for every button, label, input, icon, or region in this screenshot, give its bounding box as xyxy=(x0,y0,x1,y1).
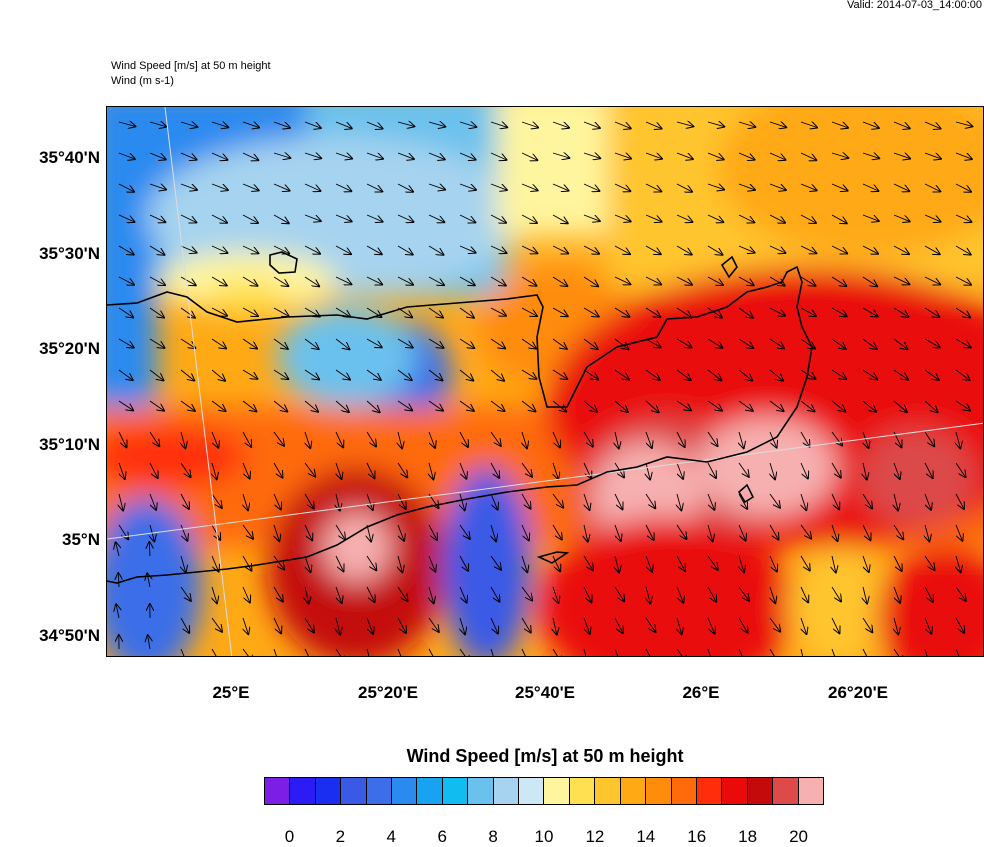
lon-label: 26°E xyxy=(641,683,761,703)
wind-map xyxy=(106,106,984,657)
lat-label: 35°40'N xyxy=(0,148,100,168)
lat-label: 35°10'N xyxy=(0,435,100,455)
colorbar-swatch xyxy=(290,778,315,804)
colorbar-swatch xyxy=(316,778,341,804)
colorbar-tick-label: 20 xyxy=(779,827,819,847)
valid-time: Valid: 2014-07-03_14:00:00 xyxy=(847,0,982,11)
colorbar-swatch xyxy=(392,778,417,804)
colorbar-title: Wind Speed [m/s] at 50 m height xyxy=(0,746,984,767)
colorbar-swatch xyxy=(468,778,493,804)
colorbar xyxy=(264,777,824,805)
colorbar-tick-label: 6 xyxy=(422,827,462,847)
colorbar-tick-label: 12 xyxy=(575,827,615,847)
colorbar-tick-label: 10 xyxy=(524,827,564,847)
colorbar-swatch xyxy=(544,778,569,804)
colorbar-swatch xyxy=(443,778,468,804)
colorbar-swatch xyxy=(646,778,671,804)
lat-label: 35°N xyxy=(0,530,100,550)
plot-subtitle: Wind (m s-1) xyxy=(111,75,174,87)
colorbar-swatch xyxy=(773,778,798,804)
colorbar-swatch xyxy=(417,778,442,804)
lon-label: 26°20'E xyxy=(798,683,918,703)
colorbar-swatch xyxy=(519,778,544,804)
lon-label: 25°40'E xyxy=(485,683,605,703)
colorbar-tick-label: 8 xyxy=(473,827,513,847)
colorbar-swatch xyxy=(748,778,773,804)
colorbar-tick-label: 18 xyxy=(728,827,768,847)
colorbar-swatch xyxy=(367,778,392,804)
colorbar-tick-label: 14 xyxy=(626,827,666,847)
colorbar-swatch xyxy=(570,778,595,804)
colorbar-swatch xyxy=(265,778,290,804)
colorbar-tick-label: 16 xyxy=(677,827,717,847)
lon-label: 25°E xyxy=(171,683,291,703)
colorbar-swatch xyxy=(595,778,620,804)
colorbar-tick-label: 2 xyxy=(320,827,360,847)
colorbar-tick-label: 4 xyxy=(371,827,411,847)
wind-speed-field xyxy=(107,107,984,657)
colorbar-swatch xyxy=(341,778,366,804)
lat-label: 35°20'N xyxy=(0,339,100,359)
colorbar-swatch xyxy=(672,778,697,804)
lat-label: 35°30'N xyxy=(0,244,100,264)
colorbar-tick-label: 0 xyxy=(269,827,309,847)
colorbar-swatch xyxy=(494,778,519,804)
colorbar-swatch xyxy=(697,778,722,804)
plot-title: Wind Speed [m/s] at 50 m height xyxy=(111,60,271,72)
colorbar-swatch xyxy=(799,778,823,804)
lat-label: 34°50'N xyxy=(0,626,100,646)
colorbar-swatch xyxy=(722,778,747,804)
colorbar-swatch xyxy=(621,778,646,804)
lon-label: 25°20'E xyxy=(328,683,448,703)
